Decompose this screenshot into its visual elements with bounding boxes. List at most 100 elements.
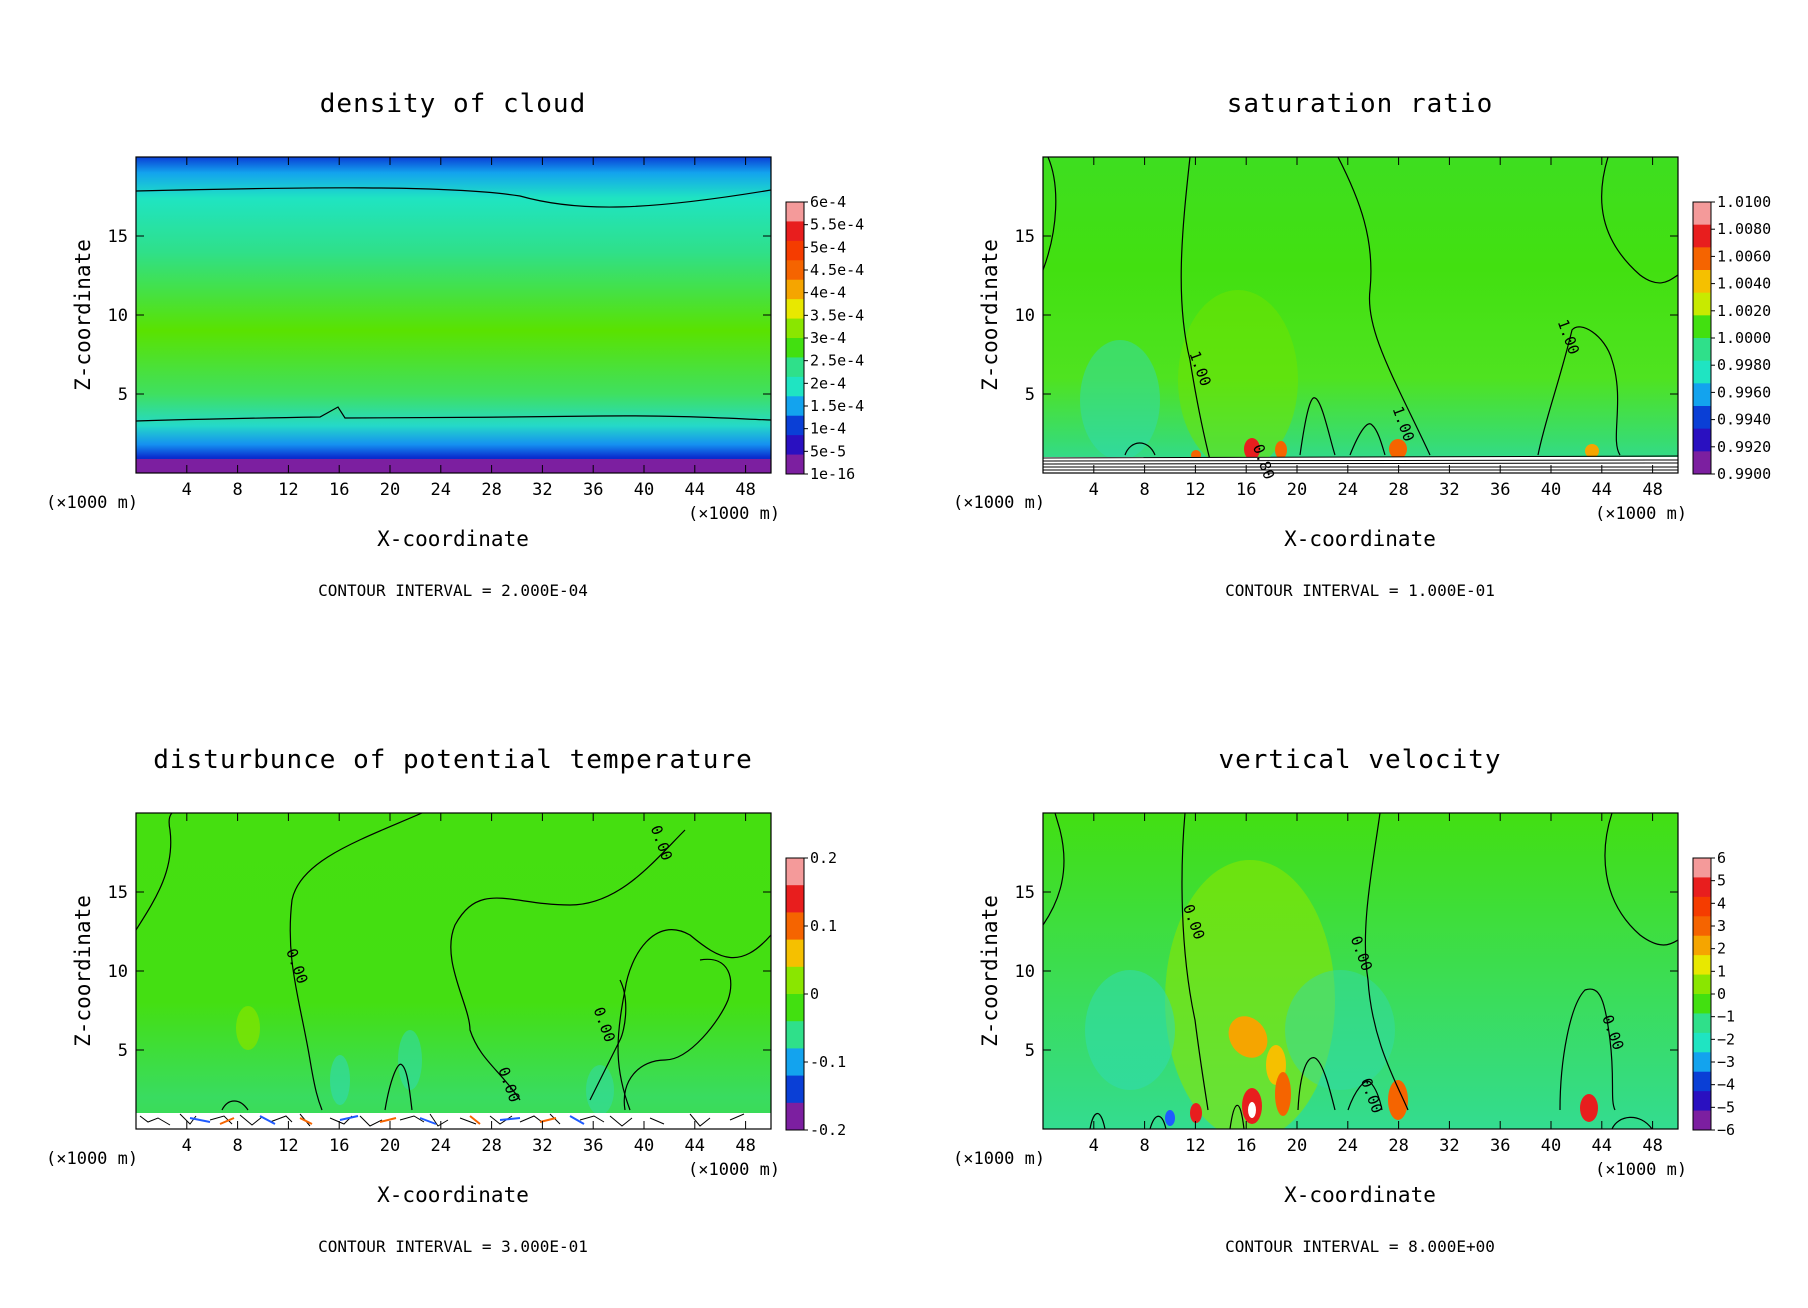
colorbar-label: 1e-4: [810, 420, 846, 438]
contour-fill: [1043, 457, 1678, 473]
contour-line: [221, 1100, 249, 1111]
colorbar-label: 1.0060: [1717, 247, 1771, 265]
y-axis-label: Z-coordinate: [71, 239, 95, 391]
panel-vertical-velocity: vertical velocity 4 8 12 16 20 24 28 32 36: [953, 745, 1735, 1256]
colorbar-swatch: [1693, 877, 1711, 898]
colorbar-label: 1.0100: [1717, 193, 1771, 211]
x-tick-label: 4: [182, 480, 192, 500]
colorbar-swatch: [786, 318, 804, 339]
contour-line: [623, 958, 732, 1111]
colorbar-swatch: [786, 912, 804, 941]
contour-fill: [1285, 970, 1395, 1090]
contour-fill: [1388, 1080, 1408, 1120]
contour-line: [136, 406, 771, 422]
x-unit-label: (×1000 m): [953, 1149, 1045, 1169]
contour-fill: [1080, 340, 1160, 460]
x-tick-label: 28: [481, 1136, 501, 1156]
colorbar-label: 6: [1717, 849, 1726, 867]
x-unit-label-right: (×1000 m): [688, 1160, 780, 1180]
x-tick-label: 20: [380, 480, 400, 500]
colorbar-swatch: [1693, 1013, 1711, 1034]
colorbar-swatch: [1693, 1110, 1711, 1131]
colorbar-label: 1.0000: [1717, 329, 1771, 347]
x-axis: 4 8 12 16 20 24 28 32 36 40 44 48: [1089, 157, 1663, 500]
x-tick-label: 8: [1139, 1136, 1149, 1156]
colorbar-swatch: [1693, 1071, 1711, 1092]
colorbar-label: 0.2: [810, 849, 837, 867]
x-tick-label: 28: [1388, 480, 1408, 500]
x-axis: 4 8 12 16 20 24 28 32 36 40 44 48: [182, 157, 756, 500]
contour-fill: [1190, 1103, 1202, 1123]
x-unit-label-right: (×1000 m): [1595, 504, 1687, 524]
x-tick-label: 36: [583, 480, 603, 500]
colorbar-label: 0.9960: [1717, 383, 1771, 401]
contour-line: [1043, 455, 1678, 471]
x-tick-label: 4: [1089, 480, 1099, 500]
contour-fill: [1275, 1072, 1291, 1116]
y-axis-label: Z-coordinate: [978, 895, 1002, 1047]
contour-fill: [136, 157, 771, 473]
colorbar-label: −5: [1717, 1098, 1735, 1116]
x-tick-label: 36: [583, 1136, 603, 1156]
x-axis-label: X-coordinate: [1284, 1183, 1436, 1207]
x-tick-label: 44: [685, 480, 705, 500]
panel-saturation-ratio: saturation ratio 4 8 12 16 20 24 28 32 36 40 44 48 …: [953, 89, 1771, 600]
x-unit-label: (×1000 m): [46, 1149, 138, 1169]
contour-interval: CONTOUR INTERVAL = 8.000E+00: [1225, 1237, 1495, 1256]
colorbar-swatch: [786, 454, 804, 475]
colorbar-label: 4.5e-4: [810, 261, 864, 279]
y-axis: 5 10 15: [108, 227, 771, 405]
contour-line: [139, 1113, 745, 1127]
x-tick-label: 44: [685, 1136, 705, 1156]
colorbar-swatch: [786, 1075, 804, 1104]
y-axis: 5 10 15: [1015, 227, 1678, 405]
contour-fill: [1275, 441, 1287, 459]
x-tick-label: 48: [735, 1136, 755, 1156]
contour-line: [1043, 157, 1057, 271]
x-tick-label: 48: [735, 480, 755, 500]
x-tick-label: 8: [1139, 480, 1149, 500]
x-tick-label: 16: [329, 1136, 349, 1156]
contour-fill: [1389, 439, 1407, 459]
colorbar: 6e-4 5.5e-4 5e-4 4.5e-4 4e-4 3.5e-4 3e-4 2.5e-4…: [785, 193, 864, 483]
y-tick-label: 10: [108, 962, 128, 982]
contour-line: [289, 813, 423, 1111]
colorbar-swatch: [786, 939, 804, 968]
colorbar-label: 1.0020: [1717, 302, 1771, 320]
colorbar-label: 2.5e-4: [810, 352, 864, 370]
colorbar-swatch: [786, 260, 804, 281]
colorbar-label: 1: [1717, 962, 1726, 980]
colorbar-label: −1: [1717, 1008, 1735, 1026]
colorbar-label: 3e-4: [810, 329, 846, 347]
colorbar-swatch: [786, 966, 804, 995]
contour-line: [1089, 1104, 1653, 1129]
colorbar: 0.2 0.1 0 -0.1 -0.2: [785, 849, 846, 1139]
contour-line: [1043, 813, 1065, 926]
colorbar-swatch: [1693, 896, 1711, 917]
y-tick-label: 15: [1015, 883, 1035, 903]
contour-fill: [1085, 970, 1175, 1090]
colorbar-swatch: [786, 202, 804, 222]
x-tick-label: 40: [1541, 1136, 1561, 1156]
colorbar-swatch: [1693, 224, 1711, 248]
contour-line: [1347, 1080, 1383, 1111]
colorbar-swatch: [786, 1102, 804, 1131]
colorbar-swatch: [786, 240, 804, 261]
contour-line: [1604, 813, 1678, 946]
colorbar-swatch: [786, 435, 804, 456]
colorbar-swatch: [1693, 428, 1711, 452]
contour-fill: [136, 813, 771, 1129]
x-tick-label: 24: [1338, 480, 1358, 500]
contour-line: [450, 829, 686, 1101]
colorbar-label: 2: [1717, 940, 1726, 958]
x-axis: 4 8 12 16 20 24 28 32 36 40 44 48: [182, 813, 756, 1156]
x-tick-label: 32: [532, 480, 552, 500]
y-axis-label: Z-coordinate: [71, 895, 95, 1047]
y-tick-label: 10: [1015, 962, 1035, 982]
x-axis-label: X-coordinate: [1284, 527, 1436, 551]
colorbar-label: 5e-5: [810, 442, 846, 460]
panel-title: density of cloud: [320, 89, 586, 119]
contour-line: [1124, 442, 1156, 456]
